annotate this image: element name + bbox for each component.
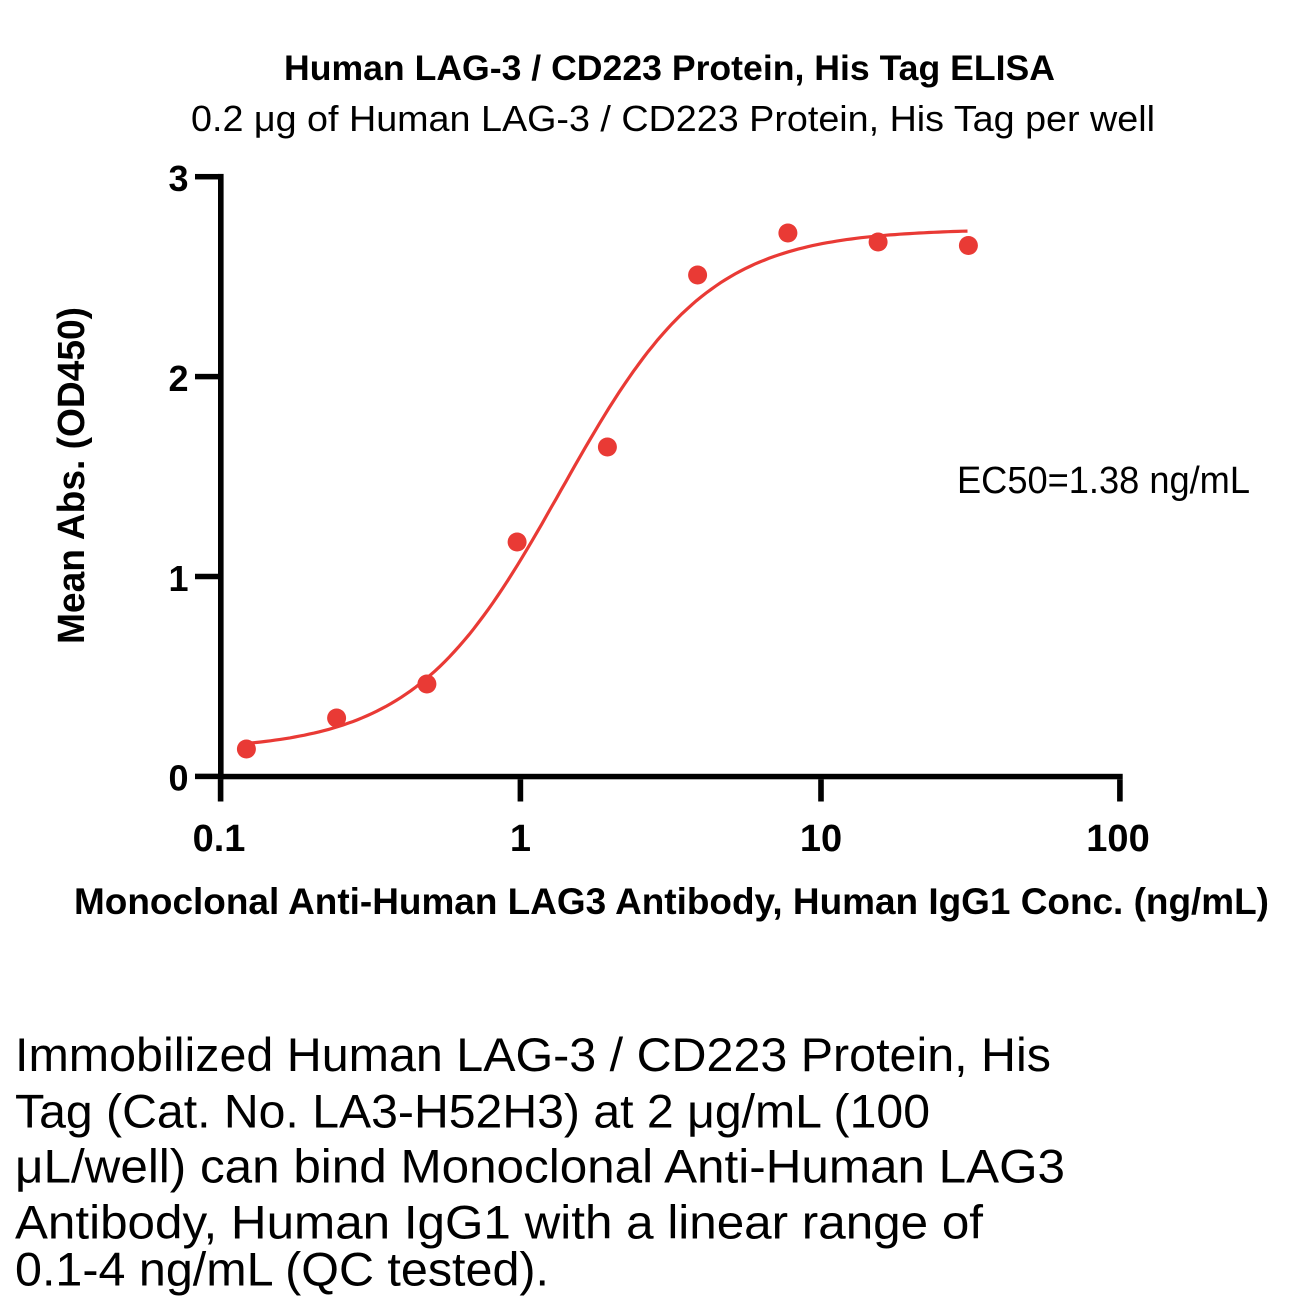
svg-text:0.1: 0.1 xyxy=(193,818,246,860)
svg-text:0: 0 xyxy=(168,758,188,799)
svg-text:Human LAG-3 / CD223 Protein, H: Human LAG-3 / CD223 Protein, His Tag ELI… xyxy=(284,48,1055,88)
svg-text:EC50=1.38 ng/mL: EC50=1.38 ng/mL xyxy=(957,460,1250,502)
svg-text:μL/well) can bind Monoclonal A: μL/well) can bind Monoclonal Anti-Human … xyxy=(15,1141,1065,1194)
svg-text:Tag (Cat. No. LA3-H52H3) at 2: Tag (Cat. No. LA3-H52H3) at 2 μg/mL (100 xyxy=(15,1085,930,1138)
svg-text:100: 100 xyxy=(1086,818,1149,860)
svg-text:3: 3 xyxy=(168,158,188,199)
svg-text:2: 2 xyxy=(168,358,188,399)
svg-text:0.1-4 ng/mL (QC tested).: 0.1-4 ng/mL (QC tested). xyxy=(15,1243,549,1296)
svg-text:Mean Abs. (OD450): Mean Abs. (OD450) xyxy=(51,307,93,644)
svg-text:10: 10 xyxy=(800,818,842,860)
svg-text:Monoclonal Anti-Human LAG3 Ant: Monoclonal Anti-Human LAG3 Antibody, Hum… xyxy=(74,881,1269,922)
svg-text:1: 1 xyxy=(510,818,531,860)
svg-text:Antibody, Human IgG1 with a li: Antibody, Human IgG1 with a linear range… xyxy=(15,1197,984,1250)
svg-text:0.2 μg of Human LAG-3 / CD223: 0.2 μg of Human LAG-3 / CD223 Protein, H… xyxy=(191,98,1155,139)
svg-text:1: 1 xyxy=(168,558,188,599)
svg-text:Immobilized Human LAG-3 / CD22: Immobilized Human LAG-3 / CD223 Protein,… xyxy=(15,1029,1051,1082)
